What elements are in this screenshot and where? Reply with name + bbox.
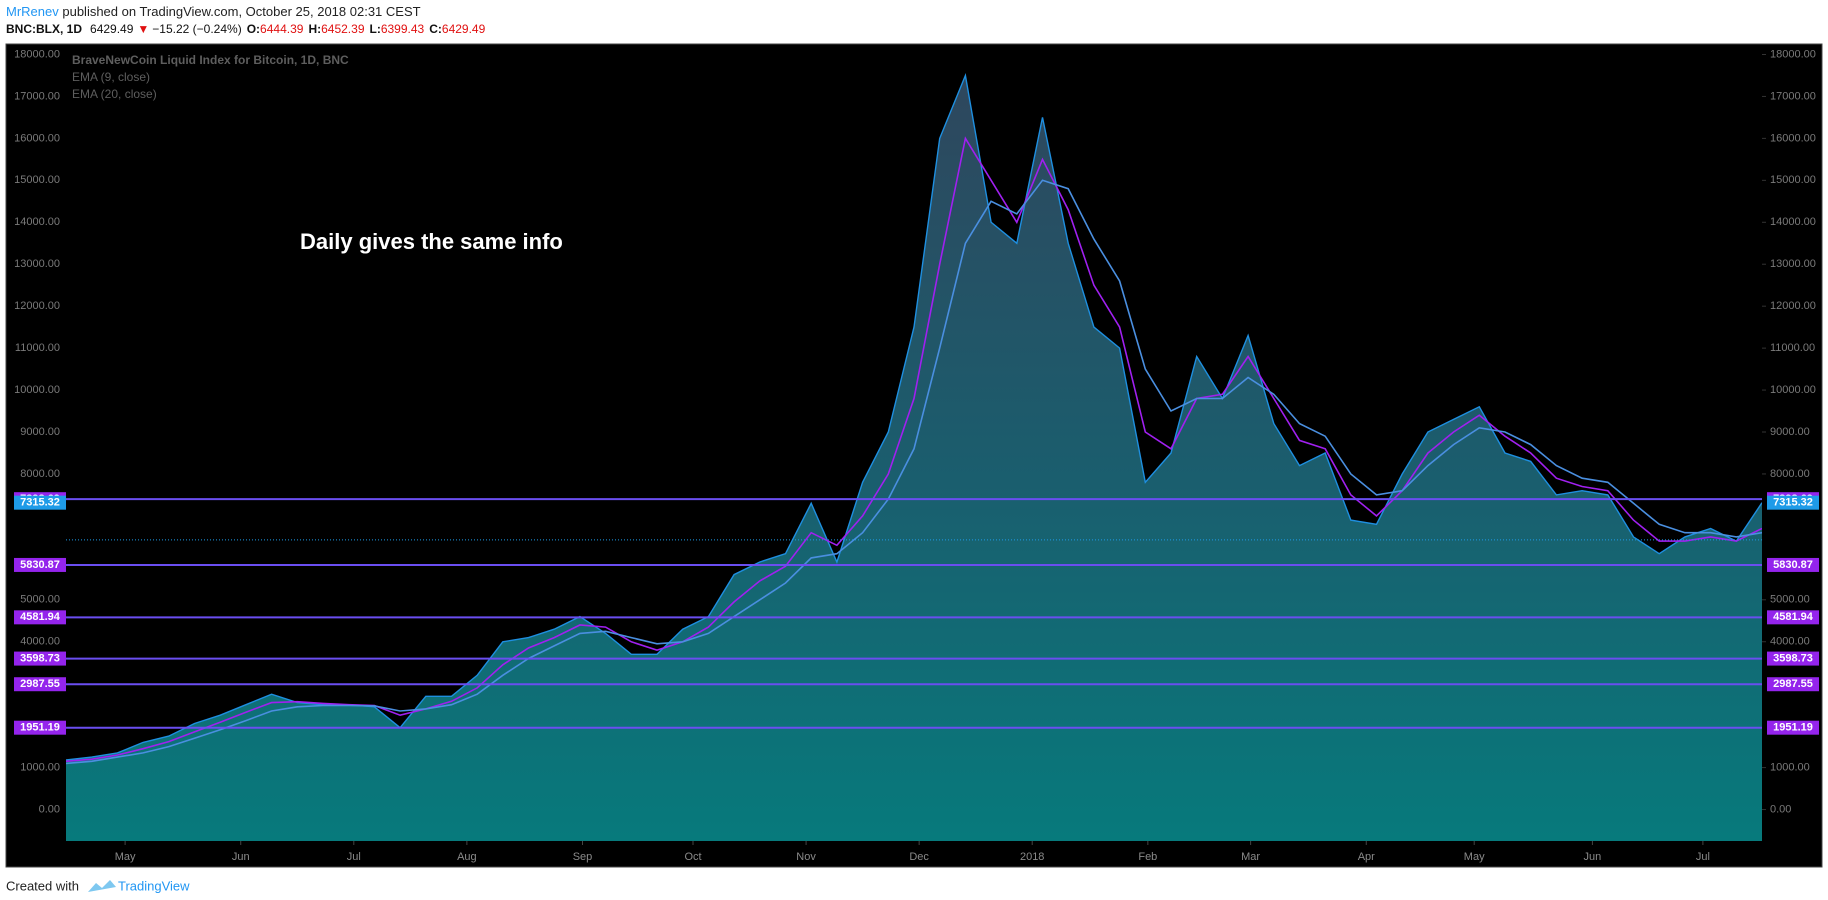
ohlc-value: 6444.39: [260, 22, 304, 36]
y-tick-label: 12000.00: [14, 300, 60, 312]
level-badge: [1767, 651, 1819, 666]
ohlc-label: C:: [429, 22, 442, 36]
level-badge: [14, 610, 66, 625]
last-value-badge: [14, 495, 66, 510]
y-tick-label: 11000.00: [15, 342, 60, 354]
x-tick-label: Jun: [1584, 851, 1602, 863]
publish-line: MrRenev published on TradingView.com, Oc…: [6, 4, 421, 19]
x-tick-label: Feb: [1138, 851, 1157, 863]
y-tick-label-right: 1000.00: [1770, 761, 1810, 773]
direction: ▼: [137, 22, 149, 36]
logo: [88, 880, 116, 892]
level-badge: [14, 651, 66, 666]
x-tick-label: May: [1464, 851, 1485, 863]
y-tick-label: 18000.00: [14, 48, 60, 60]
y-tick-label: 9000.00: [20, 426, 60, 438]
annotation: Daily gives the same info: [300, 229, 563, 254]
footer: Created with TradingView: [6, 878, 190, 893]
level-label: 5830.87: [1773, 559, 1813, 571]
legend-entry: EMA (20, close): [72, 87, 157, 101]
legend-entry: EMA (9, close): [72, 70, 150, 84]
level-label: 3598.73: [20, 652, 60, 664]
footer-text: Created with: [6, 878, 79, 893]
y-tick-label: 8000.00: [20, 468, 60, 480]
x-tick-label: Jul: [347, 851, 361, 863]
area-fill: [66, 75, 1762, 841]
level-label: 3598.73: [1773, 652, 1813, 664]
y-tick-label: 15000.00: [14, 174, 60, 186]
level-label: 2987.55: [20, 678, 60, 690]
y-tick-label: 0.00: [39, 803, 60, 815]
x-tick-label: Aug: [457, 851, 477, 863]
y-tick-label-right: 10000.00: [1770, 384, 1816, 396]
y-tick-label: 5000.00: [20, 594, 60, 606]
level-label: 2987.55: [1773, 678, 1813, 690]
quote-line: BNC:BLX, 1D 6429.49 ▼ −15.22 (−0.24%) O:6444…: [6, 22, 486, 36]
level-label: 4581.94: [20, 611, 61, 623]
y-tick-label-right: 15000.00: [1770, 174, 1816, 186]
ohlc-label: H:: [308, 22, 321, 36]
ema-line: [66, 179, 1762, 765]
y-tick-label-right: 18000.00: [1770, 48, 1816, 60]
x-tick-label: Nov: [796, 851, 816, 863]
y-tick-label: 1000.00: [20, 761, 60, 773]
y-tick-label: 10000.00: [14, 384, 60, 396]
last-price: 6429.49: [90, 22, 134, 36]
y-tick-label-right: 12000.00: [1770, 300, 1816, 312]
ohlc-label: O:: [247, 22, 260, 36]
level-badge: [1767, 610, 1819, 625]
x-tick-label: Sep: [573, 851, 593, 863]
symbol: BNC:BLX, 1D: [6, 22, 82, 36]
last-value-badge: [1767, 495, 1819, 510]
y-tick-label-right: 9000.00: [1770, 426, 1810, 438]
x-tick-label: Apr: [1358, 851, 1375, 863]
ohlc-label: L:: [370, 22, 381, 36]
level-badge: [14, 720, 66, 735]
published: published on TradingView.com, October 25…: [59, 4, 421, 19]
y-tick-label-right: 14000.00: [1770, 216, 1816, 228]
level-label: 5830.87: [20, 559, 60, 571]
level-badge: [1767, 557, 1819, 572]
axes: 0.00 0.00 1000.00 1000.00 4000.00 4000.00 5000…: [14, 48, 1819, 863]
x-tick-label: Oct: [684, 851, 701, 863]
level-badge: [14, 677, 66, 692]
x-tick-label: 2018: [1020, 851, 1044, 863]
level-label: 1951.19: [20, 722, 60, 734]
y-tick-label-right: 17000.00: [1770, 90, 1816, 102]
x-tick-label: Mar: [1241, 851, 1260, 863]
y-tick-label: 14000.00: [14, 216, 60, 228]
y-tick-label: 4000.00: [20, 636, 60, 648]
y-tick-label: 13000.00: [14, 258, 60, 270]
level-label: 1951.19: [1773, 722, 1813, 734]
footer-brand[interactable]: TradingView: [118, 878, 190, 893]
y-tick-label-right: 16000.00: [1770, 132, 1816, 144]
x-tick-label: May: [115, 851, 136, 863]
level-badge: [1767, 677, 1819, 692]
last-value-label: 7315.32: [1773, 497, 1813, 509]
ohlc-value: 6429.49: [442, 22, 486, 36]
plot: [66, 72, 1762, 841]
y-tick-label-right: 8000.00: [1770, 468, 1810, 480]
x-tick-label: Dec: [909, 851, 929, 863]
ohlc-value: 6399.43: [381, 22, 425, 36]
ohlc-value: 6452.39: [321, 22, 365, 36]
y-tick-label-right: 13000.00: [1770, 258, 1816, 270]
legend-entry: BraveNewCoin Liquid Index for Bitcoin, 1…: [72, 53, 349, 67]
y-tick-label-right: 11000.00: [1770, 342, 1815, 354]
level-label: 4581.94: [1773, 611, 1814, 623]
y-tick-label: 16000.00: [14, 132, 60, 144]
author[interactable]: MrRenev: [6, 4, 59, 19]
y-tick-label: 17000.00: [14, 90, 60, 102]
y-tick-label-right: 0.00: [1770, 803, 1791, 815]
level-badge: [1767, 720, 1819, 735]
x-tick-label: Jul: [1696, 851, 1710, 863]
y-tick-label-right: 4000.00: [1770, 636, 1810, 648]
y-tick-label-right: 5000.00: [1770, 594, 1810, 606]
last-value-label: 7315.32: [20, 497, 60, 509]
level-badge: [14, 557, 66, 572]
x-tick-label: Jun: [232, 851, 250, 863]
change: −15.22 (−0.24%): [152, 22, 241, 36]
